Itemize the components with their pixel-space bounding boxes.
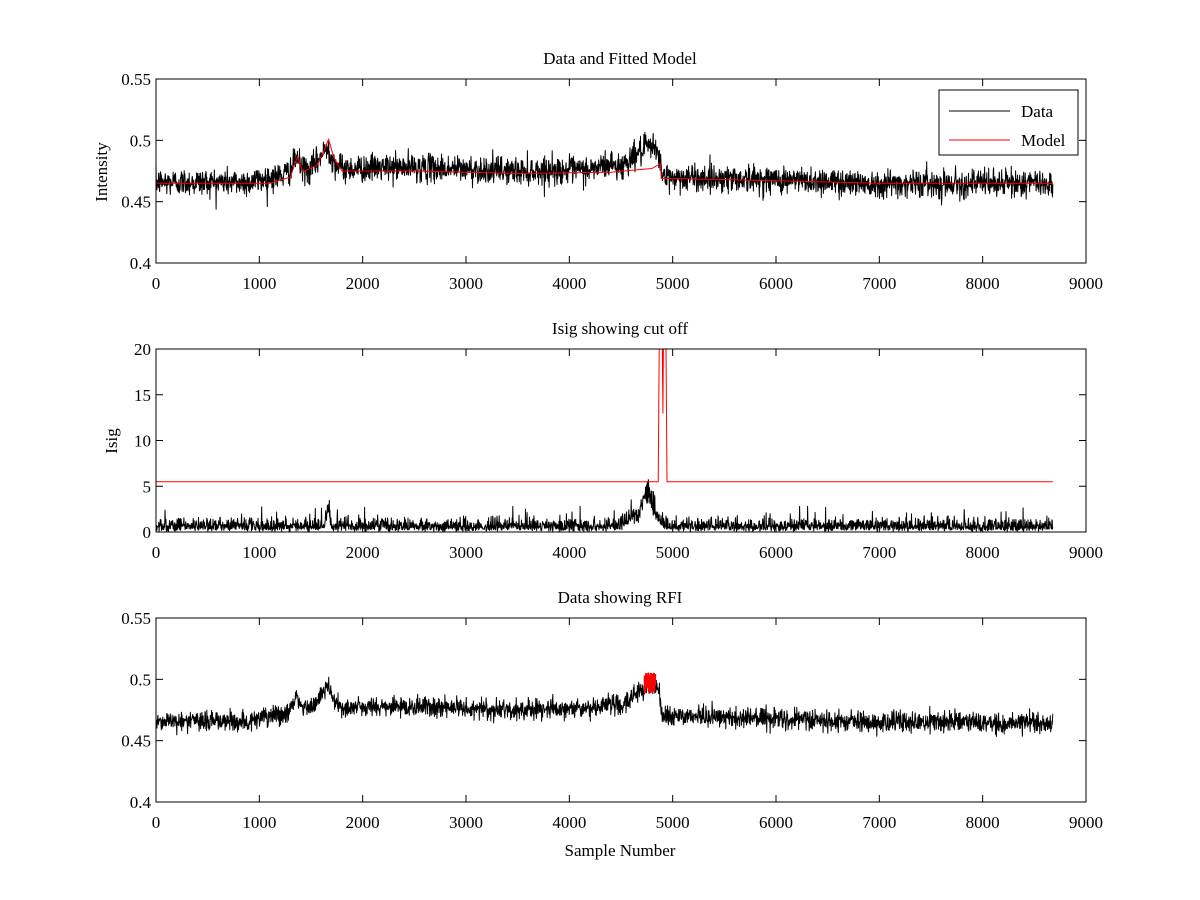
series-line-cut-off [156,348,1053,483]
y-tick-label: 0.4 [130,254,152,273]
legend-box [938,89,1079,156]
x-tick-label: 9000 [1069,274,1103,293]
y-tick-label: 10 [134,432,151,451]
x-tick-label: 7000 [862,813,896,832]
x-tick-label: 1000 [242,543,276,562]
panel-3: Data showing RFI 0 1000 2000 3000 4000 5000 60… [121,588,1103,860]
panel-1-ylabel: Intensity [92,142,111,202]
x-tick-label: 2000 [346,813,380,832]
y-tick-label: 0.55 [121,70,151,89]
y-tick-label: 0 [143,523,152,542]
x-tick-label: 2000 [346,274,380,293]
x-tick-label: 9000 [1069,813,1103,832]
x-tick-label: 6000 [759,274,793,293]
panel-1-title: Data and Fitted Model [543,49,697,68]
panel-3-ticks: 0 1000 2000 3000 4000 5000 6000 7000 8000 9000 0.4… [121,609,1103,832]
y-tick-label: 0.55 [121,609,151,628]
x-tick-label: 5000 [656,274,690,293]
series-line-data [155,676,1054,737]
x-tick-label: 0 [152,813,161,832]
y-tick-label: 0.45 [121,732,151,751]
series-line-isig [155,479,1054,533]
x-tick-label: 8000 [966,543,1000,562]
legend-model-label: Model [1021,131,1066,150]
panel-2: Isig showing cut off Isig 0 1000 2000 3000 4… [102,319,1103,562]
y-tick-label: 0.4 [130,793,152,812]
x-tick-label: 8000 [966,813,1000,832]
x-tick-label: 7000 [862,543,896,562]
y-tick-label: 0.45 [121,193,151,212]
series-line-data [155,131,1054,210]
panel-2-ylabel: Isig [102,428,121,454]
x-tick-label: 6000 [759,543,793,562]
panel-2-ticks: 0 1000 2000 3000 4000 5000 6000 7000 8000 9000 0 5 1… [134,340,1103,562]
series-line-rfi [643,672,657,694]
x-tick-label: 1000 [242,813,276,832]
y-tick-label: 5 [143,477,152,496]
panel-2-title: Isig showing cut off [552,319,688,338]
x-tick-label: 4000 [552,543,586,562]
x-tick-label: 4000 [552,274,586,293]
x-tick-label: 0 [152,274,161,293]
panel-1-axes-box [155,78,1087,264]
x-tick-label: 0 [152,543,161,562]
x-tick-label: 3000 [449,274,483,293]
x-tick-label: 9000 [1069,543,1103,562]
x-tick-label: 3000 [449,543,483,562]
panel-2-axes-box [155,348,1087,533]
x-tick-label: 2000 [346,543,380,562]
panel-1-series [155,131,1054,210]
x-tick-label: 4000 [552,813,586,832]
panel-1: Data and Fitted Model Intensity 0 1000 200… [92,49,1103,293]
panel-3-xlabel: Sample Number [565,841,676,860]
panel-2-series [155,348,1054,533]
x-tick-label: 6000 [759,813,793,832]
y-tick-label: 0.5 [130,670,151,689]
x-tick-label: 5000 [656,543,690,562]
x-tick-label: 5000 [656,813,690,832]
x-tick-label: 8000 [966,274,1000,293]
x-tick-label: 3000 [449,813,483,832]
panel-1-legend: Data Model [938,89,1079,156]
y-tick-label: 0.5 [130,131,151,150]
legend-data-label: Data [1021,102,1054,121]
panel-1-ticks: 0 1000 2000 3000 4000 5000 6000 7000 8000 9000 0.4… [121,70,1103,293]
panel-3-series [155,672,1054,737]
panel-3-axes-box [155,617,1087,803]
x-tick-label: 1000 [242,274,276,293]
panel-3-title: Data showing RFI [558,588,683,607]
series-line-model [156,138,1053,184]
x-tick-label: 7000 [862,274,896,293]
y-tick-label: 20 [134,340,151,359]
y-tick-label: 15 [134,386,151,405]
